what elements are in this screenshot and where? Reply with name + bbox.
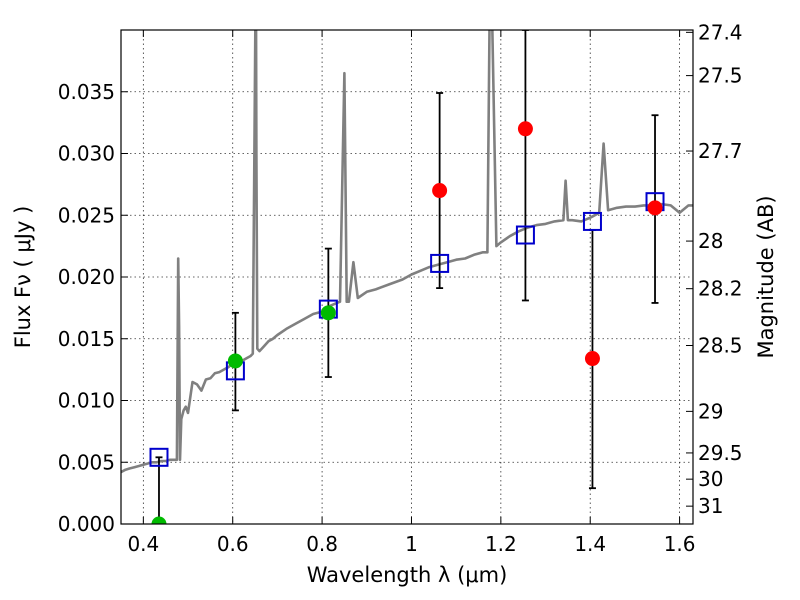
x-tick-label: 1.6 [664, 532, 696, 556]
tick-labels: 0.4 0.6 0.8 1 1.2 1.4 1.6 0.000 0.005 0.010 0.015 0… [58, 20, 743, 556]
model-photometry-markers [149, 192, 665, 467]
x-tick-label: 1 [405, 532, 418, 556]
x-axis-title: Wavelength λ (μm) [307, 563, 508, 587]
mag-tick-label: 28 [698, 229, 723, 253]
y-tick-label: 0.005 [58, 450, 115, 474]
model-square-marker [430, 253, 450, 273]
red-circle-marker [517, 121, 533, 137]
model-square-marker [149, 447, 169, 467]
green-circle-marker [320, 305, 336, 321]
x-tick-label: 0.6 [217, 532, 249, 556]
y-tick-label: 0.035 [58, 80, 115, 104]
model-square-marker [515, 225, 535, 245]
observed-photometry-markers [151, 121, 663, 524]
x-tick-label: 0.8 [306, 532, 338, 556]
mag-tick-label: 27.7 [698, 139, 743, 163]
mag-tick-label: 28.5 [698, 333, 743, 357]
sed-model-line [121, 30, 693, 474]
y-tick-label: 0.030 [58, 142, 115, 166]
mag-tick-label: 29.5 [698, 441, 743, 465]
red-circle-marker [584, 351, 600, 367]
x-tick-label: 0.4 [127, 532, 159, 556]
y-tick-label: 0.000 [58, 512, 115, 536]
y2-axis-title: Magnitude (AB) [754, 195, 778, 358]
x-tick-label: 1.4 [574, 532, 606, 556]
y-tick-label: 0.015 [58, 327, 115, 351]
axis-ticks [121, 30, 693, 525]
red-circle-marker [432, 183, 448, 199]
red-circle-marker [647, 200, 663, 216]
model-square-marker [582, 211, 602, 231]
sed-line-layer [121, 30, 693, 474]
y-tick-label: 0.010 [58, 389, 115, 413]
mag-tick-label: 27.4 [698, 20, 743, 44]
green-circle-marker [151, 516, 167, 524]
mag-tick-label: 30 [698, 467, 723, 491]
green-circle-marker [227, 353, 243, 369]
y-tick-label: 0.020 [58, 265, 115, 289]
mag-tick-label: 27.5 [698, 64, 743, 88]
x-tick-label: 1.2 [485, 532, 517, 556]
mag-tick-label: 29 [698, 399, 723, 423]
y-axis-title: Flux Fν ( μJy ) [11, 206, 35, 349]
mag-tick-label: 31 [698, 494, 723, 518]
mag-tick-label: 28.2 [698, 277, 743, 301]
y-tick-label: 0.025 [58, 203, 115, 227]
